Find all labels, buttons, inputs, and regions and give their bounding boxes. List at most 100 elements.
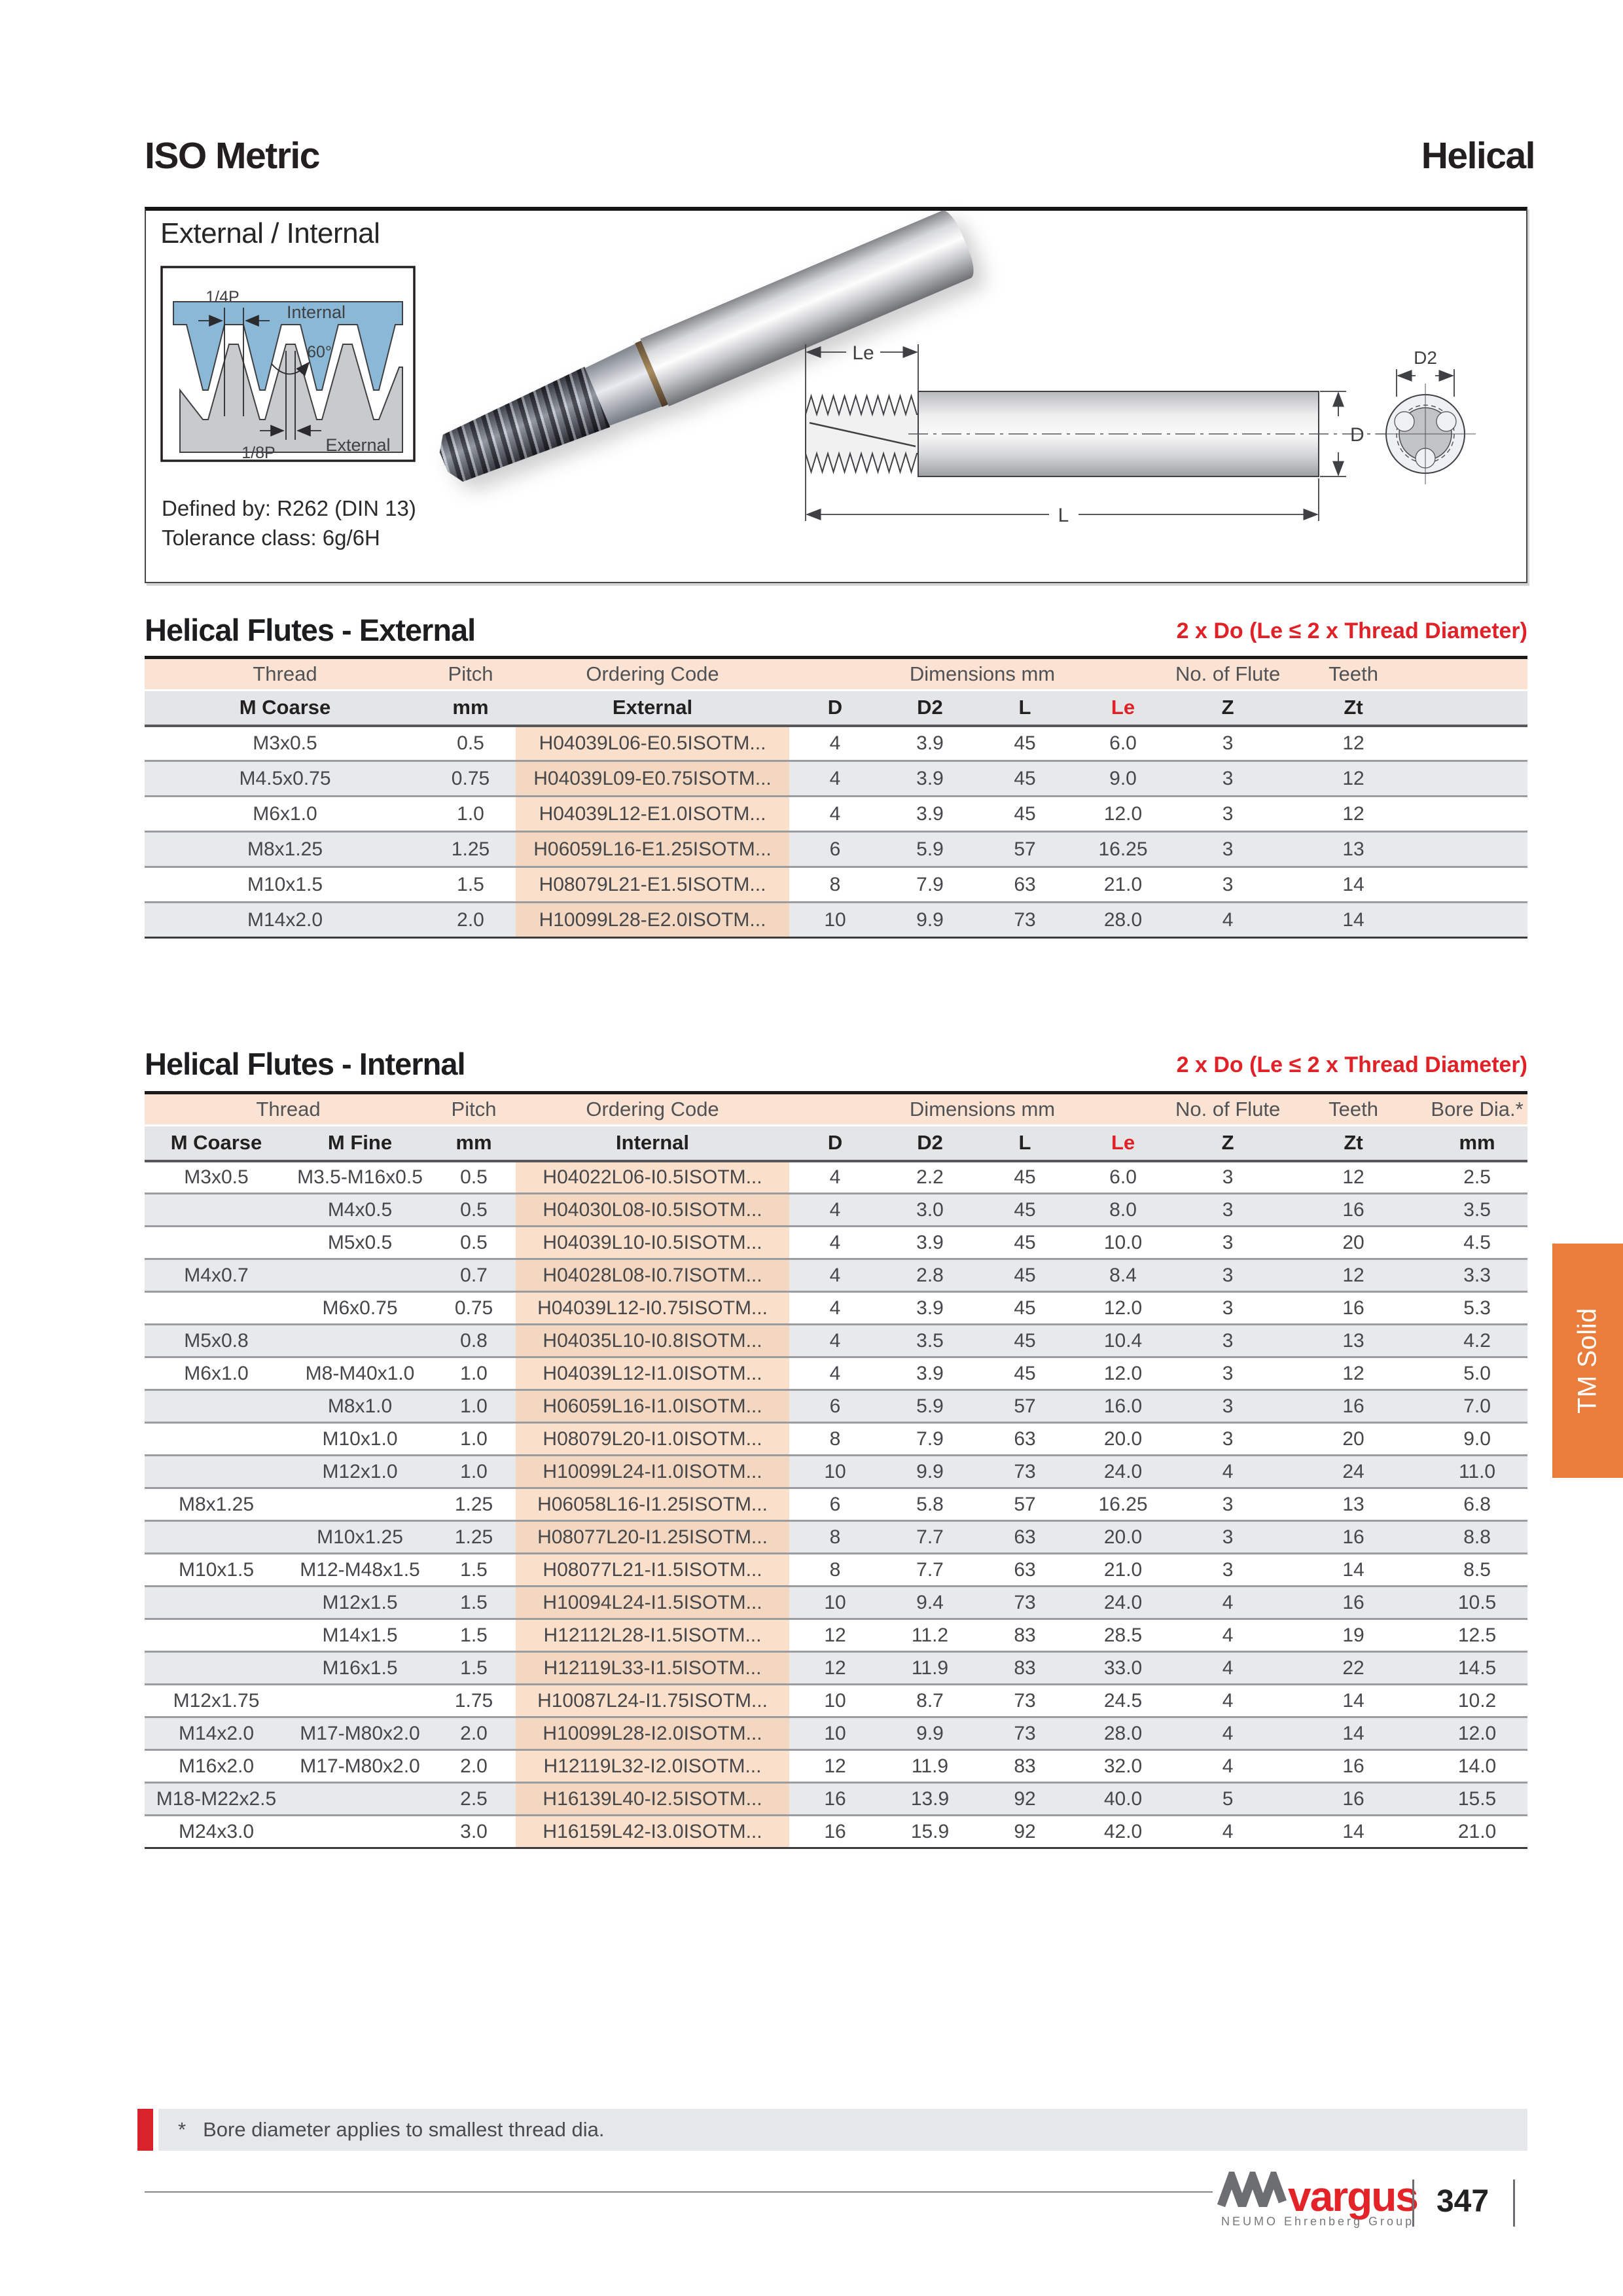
cell: M3x0.5 (184, 1166, 249, 1188)
cell: 3 (1222, 802, 1234, 825)
table-group-header-row: Thread Pitch Ordering Code Dimensions mm No.… (145, 1092, 1528, 1126)
cell: 3.3 (1463, 1264, 1491, 1286)
column-header: External (612, 696, 693, 719)
ordering-code-cell: H10099L24-I1.0ISOTM... (516, 1455, 790, 1488)
cell: 4.5 (1463, 1231, 1491, 1253)
cell: 7.9 (916, 1427, 944, 1450)
external-section-header: Helical Flutes - External 2 x Do (Le ≤ 2… (145, 612, 1527, 648)
column-group-header: Bore Dia.* (1431, 1098, 1524, 1121)
cell: 3 (1222, 1395, 1234, 1417)
column-group-header (1427, 658, 1527, 691)
cell: 4 (1222, 1657, 1234, 1679)
cell: 9.0 (1463, 1427, 1491, 1450)
standard-info: Defined by: R262 (DIN 13) Tolerance clas… (162, 493, 416, 552)
cell (1427, 832, 1527, 867)
table-row: M3x0.5 0.5 H04039L06-E0.5ISOTM... 4 3.9 45 6.0… (145, 725, 1528, 761)
cell: 3.9 (916, 732, 944, 754)
cell: 9.9 (916, 1722, 944, 1744)
internal-section-title: Helical Flutes - Internal (145, 1047, 466, 1081)
cell: M14x2.0 (247, 908, 323, 931)
cell: 45 (1014, 1329, 1036, 1352)
cell: 45 (1014, 732, 1036, 754)
cell: 8.0 (1109, 1198, 1137, 1221)
cell: M17-M80x2.0 (300, 1722, 420, 1744)
cell: M8x1.25 (178, 1493, 255, 1515)
cell: 10.5 (1457, 1591, 1497, 1613)
footnote-asterisk: * (178, 2118, 187, 2141)
cell: M6x1.0 (253, 802, 317, 825)
column-group-header: Thread (256, 1098, 321, 1121)
cell: 3.9 (916, 802, 944, 825)
column-group-header: Ordering Code (586, 662, 719, 685)
ordering-code-cell: H04039L10-I0.5ISOTM... (516, 1226, 790, 1259)
table-row: M6x1.0 M8-M40x1.0 1.0 H04039L12-I1.0ISOTM..… (145, 1357, 1528, 1390)
cell: 32.0 (1103, 1755, 1143, 1777)
cell: 14 (1342, 1558, 1364, 1581)
cell (145, 1456, 288, 1488)
cell: 4 (1222, 1755, 1234, 1777)
cell: 21.0 (1457, 1820, 1497, 1842)
cell: 24.0 (1103, 1591, 1143, 1613)
table-group-header-row: Thread Pitch Ordering Code Dimensions mm No.… (145, 657, 1528, 691)
table-column-header-row: M Coarse mm External D D2 L Le Z Zt (145, 690, 1528, 726)
cell (145, 1423, 288, 1456)
cell: 73 (1014, 1722, 1036, 1744)
cell: 1.0 (457, 802, 484, 825)
cell (288, 1259, 432, 1292)
cell: 3 (1222, 838, 1234, 860)
cell: 12.0 (1103, 1362, 1143, 1384)
cell (145, 1227, 288, 1259)
internal-section-header: Helical Flutes - Internal 2 x Do (Le ≤ 2… (145, 1046, 1527, 1082)
overview-box: External / Internal 1/4P (145, 207, 1527, 583)
cell: 16.25 (1098, 1493, 1148, 1515)
cell: 4 (1222, 1820, 1234, 1842)
column-header: M Fine (327, 1131, 393, 1155)
cell: 8.8 (1463, 1526, 1491, 1548)
cell: 10 (824, 908, 846, 931)
column-header: L (1018, 696, 1031, 719)
label-60-degrees: 60° (307, 343, 332, 361)
label-external: External (325, 435, 390, 455)
cell: 21.0 (1103, 873, 1143, 895)
cell: 20.0 (1103, 1526, 1143, 1548)
cell: 2.0 (460, 1722, 488, 1744)
brand-subtitle: NEUMO Ehrenberg Group (1221, 2215, 1415, 2228)
ordering-code-cell: H04039L12-E1.0ISOTM... (516, 796, 789, 832)
cell: 1.0 (460, 1362, 488, 1384)
cell: M12x1.75 (173, 1689, 260, 1712)
cell: 45 (1014, 1264, 1036, 1286)
cell: 3 (1222, 1427, 1234, 1450)
cell: M10x1.5 (247, 873, 323, 895)
cell: M6x1.0 (184, 1362, 249, 1384)
cell (1427, 867, 1527, 903)
table-row: M4.5x0.75 0.75 H04039L09-E0.75ISOTM... 4 3.9… (145, 761, 1528, 797)
ordering-code-cell: H04039L12-I0.75ISOTM... (516, 1291, 790, 1325)
logo-zigzag-icon (1217, 2172, 1287, 2207)
cell: 4 (829, 1329, 841, 1352)
cell: 11.9 (911, 1755, 949, 1777)
table-row: M12x1.5 1.5 H10094L24-I1.5ISOTM... 10 9.4 73 2… (145, 1586, 1528, 1619)
cell: 0.8 (460, 1329, 488, 1352)
cell: 3 (1222, 1329, 1234, 1352)
cell: 4 (1222, 1624, 1234, 1646)
external-section-title: Helical Flutes - External (145, 613, 476, 647)
column-group-header: Pitch (451, 1098, 497, 1121)
cell: 92 (1014, 1787, 1036, 1810)
cell: 3.9 (916, 1297, 944, 1319)
cell: 63 (1014, 873, 1036, 895)
cell: 14 (1342, 1820, 1364, 1842)
cell: M24x3.0 (178, 1820, 255, 1842)
cell: 15.5 (1457, 1787, 1497, 1810)
defined-by-text: Defined by: R262 (DIN 13) (162, 496, 416, 520)
cell: 3 (1222, 1558, 1234, 1581)
cell: 2.2 (916, 1166, 944, 1188)
external-thread-shape (179, 344, 403, 453)
cell: 28.5 (1103, 1624, 1143, 1646)
cell: 6.0 (1109, 732, 1137, 754)
cell: 12.5 (1457, 1624, 1497, 1646)
tm-solid-section-tab: TM Solid (1552, 1244, 1623, 1478)
table-row: M3x0.5 M3.5-M16x0.5 0.5 H04022L06-I0.5ISOTM… (145, 1160, 1528, 1194)
cell: 16 (1342, 1787, 1364, 1810)
table-row: M12x1.0 1.0 H10099L24-I1.0ISOTM... 10 9.9 73 2… (145, 1455, 1528, 1488)
cell: 73 (1014, 1591, 1036, 1613)
